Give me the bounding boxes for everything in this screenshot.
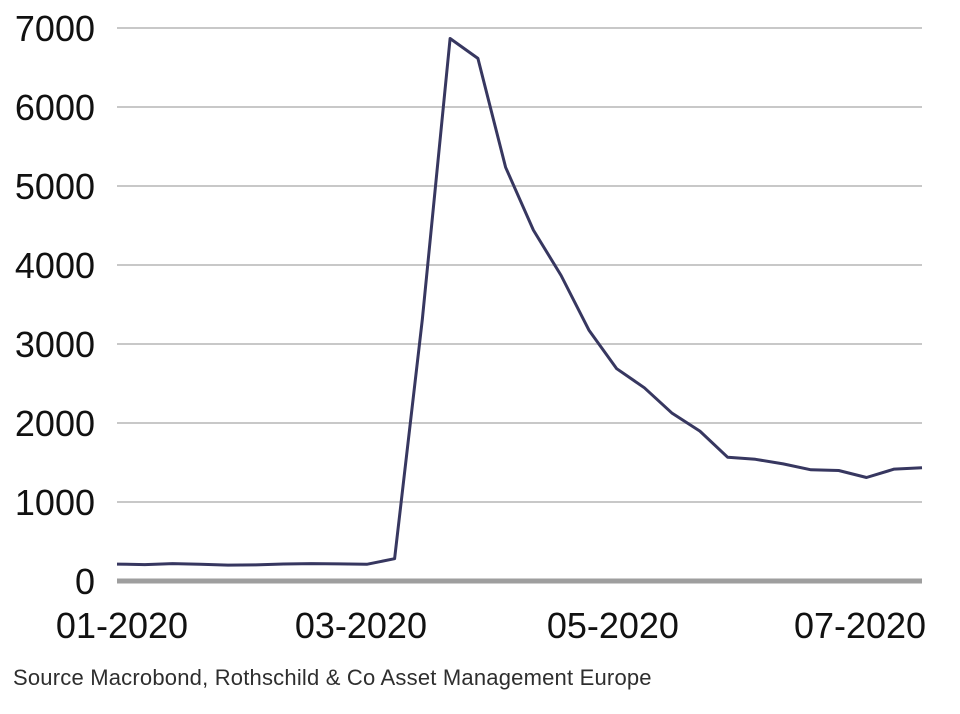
- x-tick-label: 05-2020: [547, 605, 679, 646]
- line-chart: 0 1000 2000 3000 4000 5000 6000 7000 01-2020 03-2…: [15, 8, 926, 646]
- source-note: Source Macrobond, Rothschild & Co Asset …: [13, 665, 652, 690]
- y-tick-label: 6000: [15, 87, 95, 128]
- y-tick-label: 0: [75, 561, 95, 602]
- y-tick-label: 2000: [15, 403, 95, 444]
- y-tick-label: 3000: [15, 324, 95, 365]
- y-tick-label: 7000: [15, 8, 95, 49]
- x-tick-label: 01-2020: [56, 605, 188, 646]
- x-tick-label: 07-2020: [794, 605, 926, 646]
- y-tick-label: 4000: [15, 245, 95, 286]
- y-tick-label: 5000: [15, 166, 95, 207]
- x-tick-label: 03-2020: [295, 605, 427, 646]
- y-tick-label: 1000: [15, 482, 95, 523]
- data-series-line: [116, 37, 923, 567]
